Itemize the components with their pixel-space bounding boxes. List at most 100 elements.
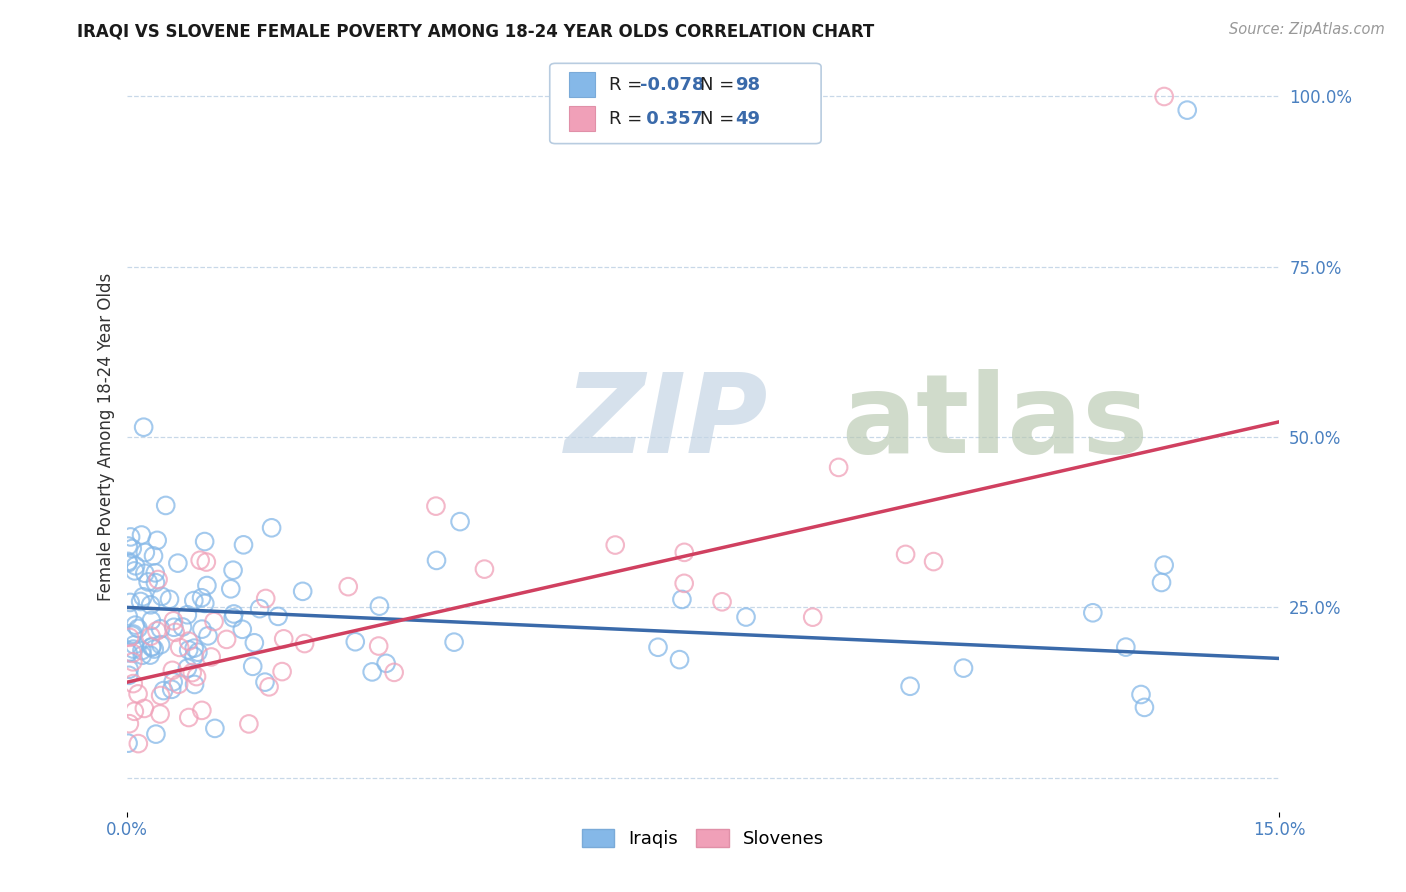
Point — [188, 553, 211, 567]
Point — [668, 652, 690, 666]
Point — [291, 584, 314, 599]
Point — [1153, 558, 1175, 573]
Text: -0.078: -0.078 — [640, 76, 704, 94]
Point — [167, 677, 190, 691]
Point — [124, 618, 146, 632]
Point — [183, 649, 205, 664]
Point — [474, 562, 496, 576]
Point — [215, 632, 238, 647]
Point — [162, 614, 184, 628]
Point — [117, 554, 139, 568]
Point — [242, 659, 264, 673]
Point — [922, 555, 945, 569]
Point — [139, 598, 162, 612]
Point — [162, 674, 184, 689]
Point — [117, 646, 139, 660]
Point — [146, 573, 169, 587]
Point — [132, 420, 155, 434]
Point — [139, 648, 162, 662]
Point — [118, 716, 141, 731]
Point — [222, 563, 245, 577]
Text: atlas: atlas — [841, 368, 1149, 475]
Point — [117, 609, 139, 624]
Point — [222, 607, 245, 621]
Point — [172, 620, 194, 634]
Point — [120, 595, 142, 609]
Point — [162, 664, 184, 678]
Text: 49: 49 — [735, 110, 761, 128]
Point — [273, 632, 295, 646]
Point — [449, 515, 471, 529]
Text: R =: R = — [609, 76, 648, 94]
Point — [194, 534, 217, 549]
Point — [232, 538, 254, 552]
Point — [127, 687, 149, 701]
Point — [195, 555, 218, 569]
Point — [131, 528, 153, 542]
Point — [195, 578, 218, 592]
Point — [257, 680, 280, 694]
Point — [149, 622, 172, 636]
Point — [149, 706, 172, 721]
Point — [231, 623, 253, 637]
Point — [253, 675, 276, 690]
Point — [139, 629, 162, 643]
Point — [267, 609, 290, 624]
Point — [425, 499, 447, 513]
Point — [124, 558, 146, 573]
Point — [1133, 700, 1156, 714]
Point — [204, 722, 226, 736]
Y-axis label: Female Poverty Among 18-24 Year Olds: Female Poverty Among 18-24 Year Olds — [97, 273, 115, 601]
Point — [1153, 89, 1175, 103]
Point — [145, 727, 167, 741]
Point — [894, 548, 917, 562]
Point — [382, 665, 405, 680]
Point — [194, 596, 217, 610]
Point — [898, 679, 921, 693]
Point — [177, 643, 200, 657]
Point — [117, 539, 139, 553]
Text: R =: R = — [609, 110, 648, 128]
Point — [952, 661, 974, 675]
Point — [122, 627, 145, 641]
Point — [605, 538, 627, 552]
Point — [121, 628, 143, 642]
Point — [271, 665, 294, 679]
Point — [191, 703, 214, 717]
Point — [121, 541, 143, 556]
Point — [159, 592, 181, 607]
Point — [294, 636, 316, 650]
Point — [121, 646, 143, 660]
Point — [149, 638, 172, 652]
Point — [219, 582, 242, 596]
Point — [134, 701, 156, 715]
Text: 98: 98 — [735, 76, 761, 94]
Text: Source: ZipAtlas.com: Source: ZipAtlas.com — [1229, 22, 1385, 37]
Point — [122, 638, 145, 652]
Text: N =: N = — [700, 110, 740, 128]
Point — [187, 645, 209, 659]
Point — [167, 556, 190, 570]
Point — [127, 622, 149, 636]
Point — [260, 521, 283, 535]
Point — [190, 591, 212, 605]
Text: ZIP: ZIP — [565, 368, 768, 475]
Point — [711, 595, 734, 609]
Point — [344, 634, 367, 648]
Text: IRAQI VS SLOVENE FEMALE POVERTY AMONG 18-24 YEAR OLDS CORRELATION CHART: IRAQI VS SLOVENE FEMALE POVERTY AMONG 18… — [77, 22, 875, 40]
Point — [254, 591, 277, 606]
Point — [141, 614, 163, 628]
Point — [122, 642, 145, 657]
Point — [197, 629, 219, 643]
Point — [673, 576, 696, 591]
Point — [671, 592, 693, 607]
Point — [183, 641, 205, 656]
Point — [131, 643, 153, 657]
Point — [169, 640, 191, 655]
Point — [1115, 640, 1137, 654]
Point — [191, 622, 214, 636]
Point — [136, 574, 159, 589]
Point — [249, 601, 271, 615]
Point — [131, 648, 153, 663]
Point — [647, 640, 669, 655]
